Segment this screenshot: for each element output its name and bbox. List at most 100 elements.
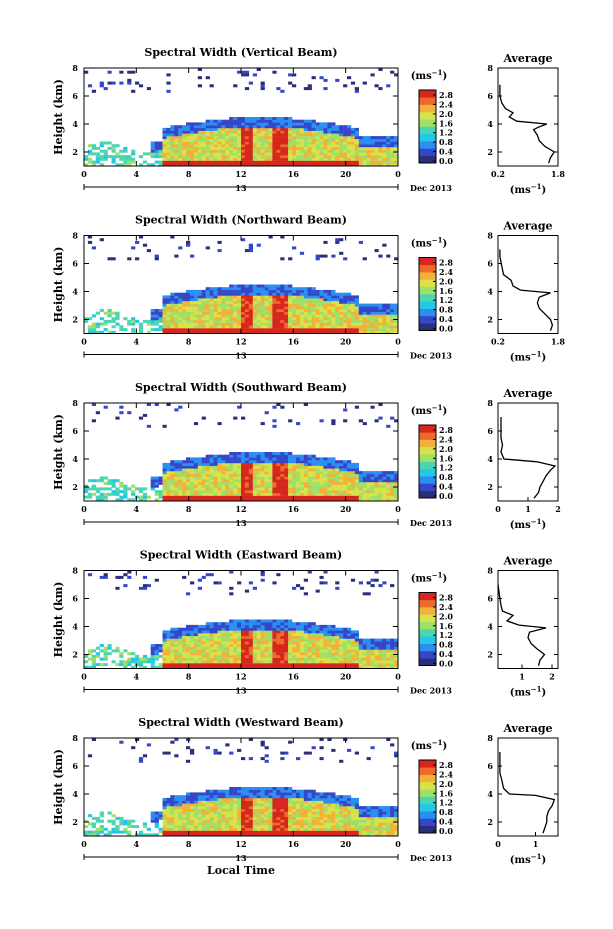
heatmap-cell bbox=[394, 325, 399, 329]
heatmap-cell bbox=[315, 633, 320, 637]
heatmap-cell bbox=[174, 825, 179, 829]
x-tick-label: 12 bbox=[235, 169, 246, 179]
heatmap-cell bbox=[233, 641, 238, 645]
heatmap-cell bbox=[366, 157, 371, 161]
heatmap-cell bbox=[268, 322, 273, 326]
heatmap-cell bbox=[288, 149, 293, 153]
heatmap-cell bbox=[186, 660, 191, 664]
heatmap-cell bbox=[347, 630, 352, 634]
heatmap-cell bbox=[193, 306, 199, 310]
heatmap-cell bbox=[138, 830, 144, 834]
heatmap-cell bbox=[299, 328, 305, 332]
heatmap-cell bbox=[252, 146, 257, 150]
heatmap-cell bbox=[193, 476, 199, 480]
heatmap-cell bbox=[229, 163, 234, 167]
heatmap-cell bbox=[221, 319, 226, 323]
heatmap-cell bbox=[339, 641, 344, 645]
heatmap-cell bbox=[311, 633, 316, 637]
heatmap-cell bbox=[241, 157, 246, 161]
heatmap-cell bbox=[272, 314, 277, 318]
heatmap-cell bbox=[186, 473, 191, 477]
heatmap-cell bbox=[284, 627, 289, 631]
heatmap-cell bbox=[174, 152, 179, 156]
heatmap-cell bbox=[95, 487, 100, 491]
heatmap-cell bbox=[154, 649, 159, 653]
heatmap-cell bbox=[131, 330, 136, 334]
heatmap-cell bbox=[284, 127, 289, 131]
heatmap-cell bbox=[213, 479, 218, 483]
y-tick-label: 2 bbox=[72, 147, 78, 157]
heatmap-cell bbox=[299, 652, 305, 656]
heatmap-cell bbox=[241, 492, 246, 496]
heatmap-cell bbox=[311, 495, 316, 499]
heatmap-cell bbox=[358, 306, 363, 310]
heatmap-cell bbox=[229, 314, 234, 318]
heatmap-cell bbox=[229, 328, 234, 332]
heatmap-cell bbox=[221, 652, 226, 656]
heatmap-cell bbox=[233, 638, 238, 642]
heatmap-cell bbox=[260, 303, 265, 307]
heatmap-cell bbox=[272, 633, 277, 637]
heatmap-cell bbox=[252, 314, 257, 318]
heatmap-cell bbox=[241, 646, 246, 650]
heatmap-cell bbox=[190, 460, 195, 464]
heatmap-cell bbox=[166, 155, 171, 159]
heatmap-cell bbox=[225, 665, 230, 669]
heatmap-cell bbox=[311, 473, 316, 477]
heatmap-cell bbox=[339, 654, 344, 658]
heatmap-cell bbox=[166, 644, 171, 647]
heatmap-cell bbox=[331, 624, 336, 628]
heatmap-cell bbox=[264, 295, 269, 299]
heatmap-cell bbox=[170, 127, 175, 131]
heatmap-cell bbox=[319, 484, 324, 488]
heatmap-cell bbox=[382, 160, 387, 164]
heatmap-cell bbox=[252, 454, 257, 458]
heatmap-cell bbox=[288, 633, 293, 637]
heatmap-cell bbox=[288, 479, 293, 483]
heatmap-cell bbox=[158, 311, 163, 315]
heatmap-cell bbox=[331, 330, 336, 334]
heatmap-cell bbox=[264, 652, 269, 656]
heatmap-cell bbox=[299, 657, 305, 661]
heatmap-cell bbox=[197, 457, 202, 461]
heatmap-cell bbox=[221, 476, 226, 480]
heatmap-cell bbox=[272, 295, 277, 299]
heatmap-cell bbox=[327, 476, 332, 480]
heatmap-cell bbox=[347, 660, 352, 664]
heatmap-cell bbox=[256, 457, 261, 461]
heatmap-cell bbox=[288, 127, 293, 131]
heatmap-cell bbox=[303, 471, 308, 475]
heatmap-cell bbox=[229, 481, 234, 485]
heatmap-cell bbox=[347, 146, 352, 150]
heatmap-cell bbox=[248, 149, 253, 153]
heatmap-cell bbox=[244, 144, 250, 148]
heatmap-cell bbox=[205, 306, 210, 310]
heatmap-cell bbox=[138, 495, 144, 499]
heatmap-cell bbox=[190, 149, 195, 153]
heatmap-cell bbox=[327, 624, 332, 628]
heatmap-cell bbox=[158, 314, 163, 318]
heatmap-cell bbox=[323, 289, 328, 293]
heatmap-cell bbox=[229, 284, 234, 288]
heatmap-cell bbox=[362, 152, 367, 156]
heatmap-cell bbox=[186, 328, 191, 332]
heatmap-cell bbox=[370, 498, 375, 502]
heatmap-cell bbox=[370, 484, 375, 488]
heatmap-cell bbox=[233, 141, 238, 145]
heatmap-cell bbox=[178, 808, 183, 812]
heatmap-cell bbox=[178, 663, 183, 667]
heatmap-cell bbox=[276, 319, 281, 323]
heatmap-cell bbox=[374, 160, 379, 164]
heatmap-cell bbox=[158, 490, 163, 494]
heatmap-cell bbox=[193, 660, 199, 664]
heatmap-cell bbox=[307, 155, 312, 159]
heatmap-cell bbox=[315, 646, 320, 650]
heatmap-cell bbox=[233, 84, 238, 88]
heatmap-cell bbox=[95, 490, 100, 494]
heatmap-cell bbox=[315, 127, 320, 131]
heatmap-cell bbox=[182, 306, 187, 310]
heatmap-cell bbox=[209, 465, 214, 469]
heatmap-cell bbox=[248, 622, 253, 626]
heatmap-cell bbox=[205, 649, 210, 653]
